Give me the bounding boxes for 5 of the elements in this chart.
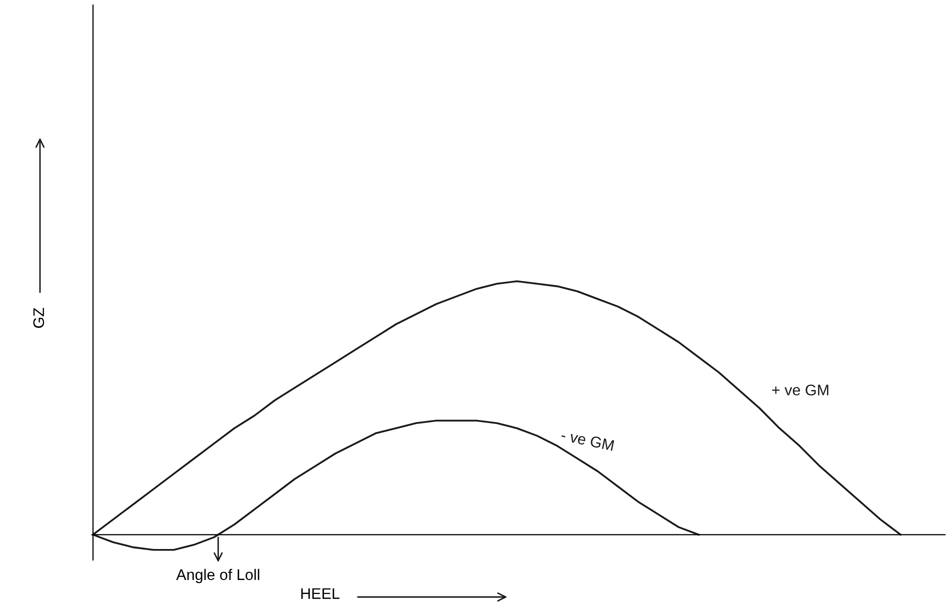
x-axis-title: HEEL (301, 588, 340, 599)
text: - ve GM (560, 430, 614, 451)
y-axis-title: GZ (33, 308, 44, 328)
text: Angle of Loll (176, 568, 260, 584)
series-label: + ve GM (772, 384, 828, 396)
